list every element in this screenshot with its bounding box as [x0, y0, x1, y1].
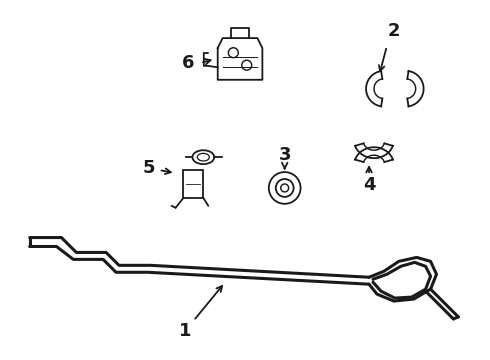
- Text: 4: 4: [363, 176, 375, 194]
- Text: 5: 5: [143, 159, 155, 177]
- Text: 1: 1: [179, 322, 192, 340]
- Text: 3: 3: [278, 146, 291, 164]
- Text: 6: 6: [182, 54, 195, 72]
- Text: 2: 2: [388, 22, 400, 40]
